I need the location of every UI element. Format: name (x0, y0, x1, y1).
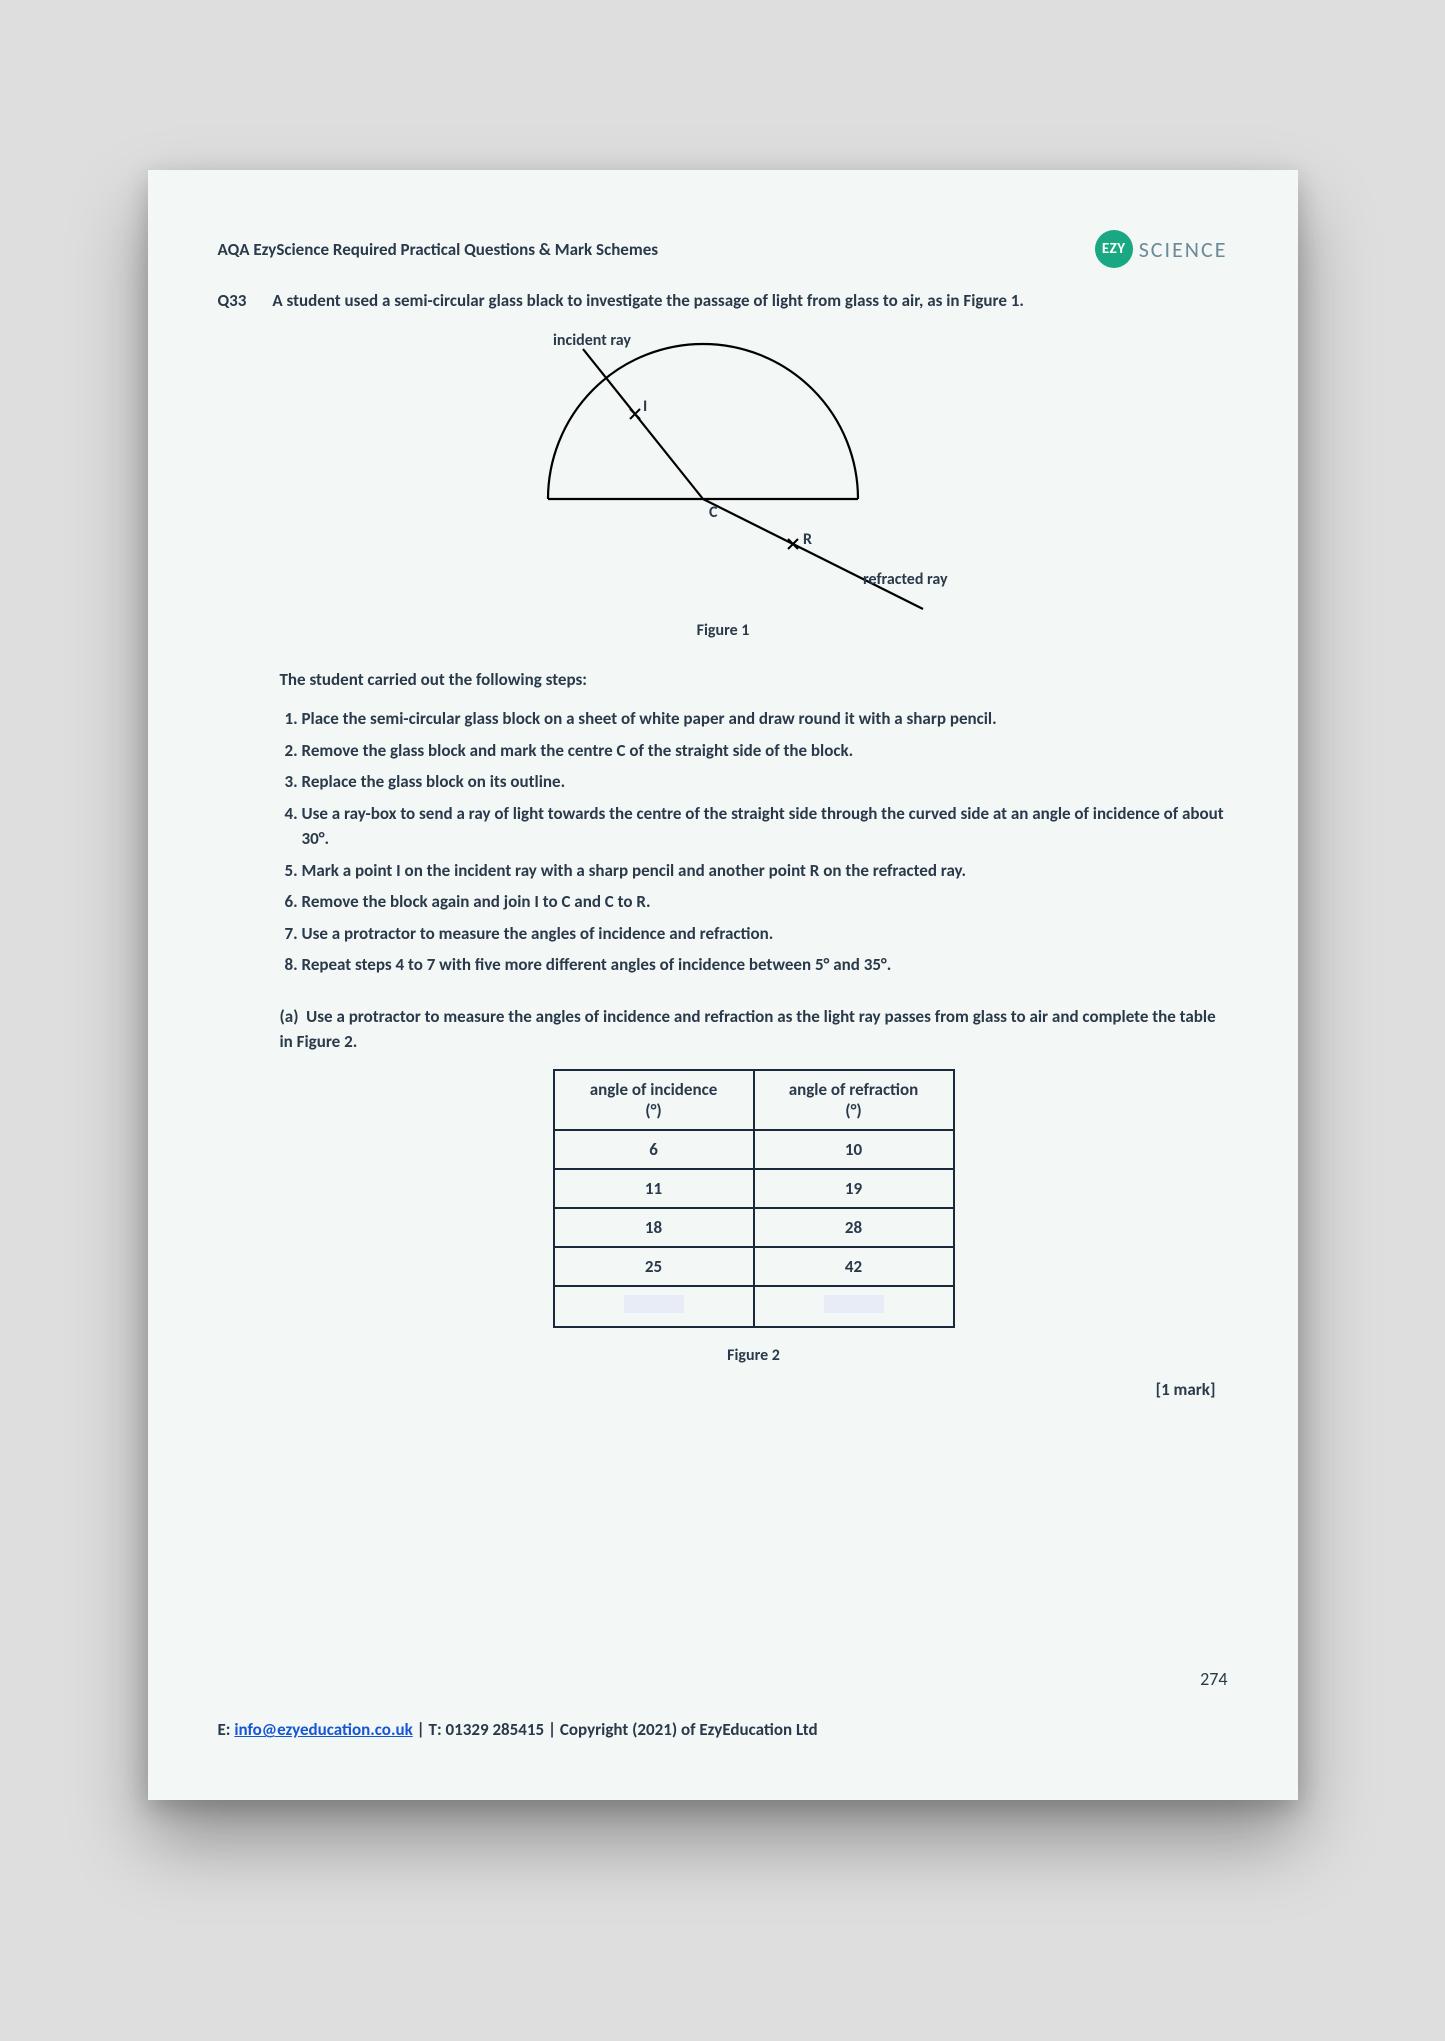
question-number: Q33 (218, 290, 247, 311)
part-a-prefix: Use a protractor to measure the angles o… (280, 1006, 1216, 1053)
footer-sep2: | (548, 1719, 560, 1740)
table-header: angle of incidence(°) (554, 1070, 754, 1130)
svg-text:refracted ray: refracted ray (863, 570, 948, 589)
steps-list: Place the semi-circular glass block on a… (302, 706, 1228, 978)
part-a-suffix: . (353, 1031, 358, 1052)
part-a: (a) Use a protractor to measure the angl… (280, 1004, 1228, 1055)
step-item: Replace the glass block on its outline. (302, 769, 1228, 795)
footer-sep1: | (417, 1719, 429, 1740)
question-prompt-suffix: . (1019, 290, 1024, 311)
step-item: Place the semi-circular glass block on a… (302, 706, 1228, 732)
footer-tel: 01329 285415 (446, 1719, 545, 1740)
brand-logo: EZY SCIENCE (1095, 230, 1228, 268)
table-row: 610 (554, 1130, 954, 1169)
footer: E: info@ezyeducation.co.uk | T: 01329 28… (218, 1719, 1228, 1740)
step-item: Remove the glass block and mark the cent… (302, 738, 1228, 764)
question-prompt-prefix: A student used a semi-circular glass bla… (272, 290, 963, 311)
svg-text:Figure 1: Figure 1 (696, 621, 749, 639)
question-body: The student carried out the following st… (280, 669, 1228, 1400)
step-item: Use a ray-box to send a ray of light tow… (302, 801, 1228, 852)
table-cell: 19 (754, 1169, 954, 1208)
table-header: angle of refraction(°) (754, 1070, 954, 1130)
step-item: Repeat steps 4 to 7 with five more diffe… (302, 952, 1228, 978)
table-row (554, 1286, 954, 1327)
document-page: AQA EzyScience Required Practical Questi… (148, 170, 1298, 1800)
figure1-diagram: incident ray I C Rrefracted ray Figure 1 (463, 329, 983, 639)
table-row: 1828 (554, 1208, 954, 1247)
step-item: Use a protractor to measure the angles o… (302, 921, 1228, 947)
viewport-stage: AQA EzyScience Required Practical Questi… (0, 0, 1445, 2041)
table-cell (554, 1286, 754, 1327)
table-cell: 42 (754, 1247, 954, 1286)
document-title: AQA EzyScience Required Practical Questi… (218, 239, 659, 260)
footer-email-label: E: (218, 1719, 235, 1740)
table-cell: 10 (754, 1130, 954, 1169)
blank-input-cell[interactable] (824, 1295, 884, 1313)
header-bar: AQA EzyScience Required Practical Questi… (218, 230, 1228, 268)
blank-input-cell[interactable] (624, 1295, 684, 1313)
question-row: Q33 A student used a semi-circular glass… (218, 290, 1228, 311)
svg-text:R: R (803, 530, 812, 549)
step-item: Remove the block again and join I to C a… (302, 889, 1228, 915)
marks-label: [1 mark] (280, 1379, 1216, 1400)
question-text: A student used a semi-circular glass bla… (272, 290, 1227, 311)
table-cell: 28 (754, 1208, 954, 1247)
page-number: 274 (1200, 1668, 1227, 1690)
question-prompt-ref: Figure 1 (963, 290, 1019, 311)
table-row: 2542 (554, 1247, 954, 1286)
table-cell: 25 (554, 1247, 754, 1286)
table-row: 1119 (554, 1169, 954, 1208)
svg-text:C: C (709, 503, 718, 522)
part-a-ref: Figure 2 (297, 1031, 353, 1052)
footer-copyright: Copyright (2021) of EzyEducation Ltd (560, 1719, 818, 1740)
logo-text: SCIENCE (1139, 236, 1228, 263)
logo-badge-icon: EZY (1095, 230, 1133, 268)
footer-tel-label: T: (429, 1719, 446, 1740)
part-a-label: (a) (280, 1006, 299, 1027)
table-cell (754, 1286, 954, 1327)
table-wrap: angle of incidence(°)angle of refraction… (280, 1069, 1228, 1328)
footer-email-link[interactable]: info@ezyeducation.co.uk (234, 1719, 412, 1740)
figure2-caption: Figure 2 (280, 1346, 1228, 1365)
figure1-wrap: incident ray I C Rrefracted ray Figure 1 (218, 329, 1228, 639)
data-table: angle of incidence(°)angle of refraction… (553, 1069, 955, 1328)
svg-text:incident ray: incident ray (553, 331, 631, 350)
table-cell: 6 (554, 1130, 754, 1169)
svg-text:I: I (643, 397, 647, 416)
table-cell: 18 (554, 1208, 754, 1247)
step-item: Mark a point I on the incident ray with … (302, 858, 1228, 884)
table-cell: 11 (554, 1169, 754, 1208)
steps-intro: The student carried out the following st… (280, 669, 1228, 690)
